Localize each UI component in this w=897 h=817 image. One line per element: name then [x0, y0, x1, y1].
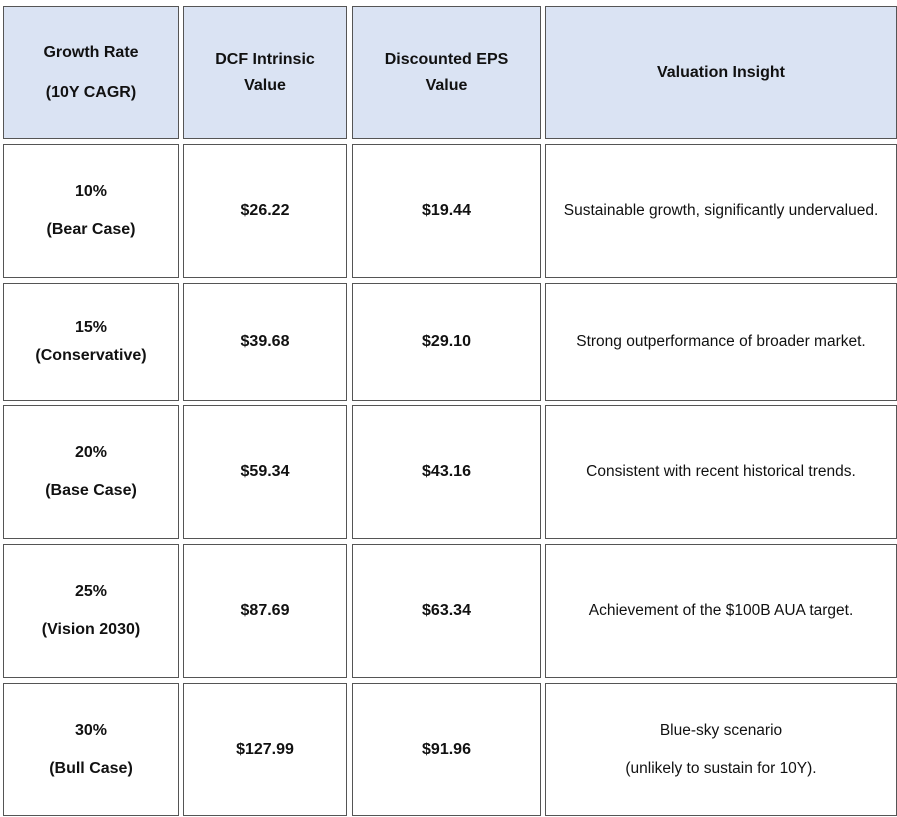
cell-text: (Base Case)	[45, 482, 137, 499]
table-cell: DCF Intrinsic Value	[183, 6, 347, 139]
table-cell: $43.16	[352, 405, 541, 539]
cell-text: $87.69	[240, 602, 290, 619]
cell-text: Discounted EPS Value	[384, 50, 509, 94]
cell-text: Consistent with recent historical trends…	[586, 463, 856, 480]
table-cell: $59.34	[183, 405, 347, 539]
cell-text: $26.22	[240, 202, 290, 219]
cell-text: (Bear Case)	[46, 221, 136, 238]
table-cell: $39.68	[183, 283, 347, 401]
cell-text: $91.96	[422, 740, 471, 758]
cell-text: 20%	[74, 444, 108, 461]
table-cell: 20% (Base Case)	[3, 405, 179, 539]
cell-text: $29.10	[422, 333, 471, 350]
cell-text: $43.16	[422, 463, 471, 480]
cell-text: Blue-sky scenario	[659, 721, 783, 739]
cell-text: (unlikely to sustain for 10Y).	[625, 759, 817, 777]
cell-text: $127.99	[236, 740, 294, 758]
table-cell: 15% (Conservative)	[3, 283, 179, 401]
table-cell: $127.99	[183, 683, 347, 816]
cell-text: Achievement of the $100B AUA target.	[588, 602, 854, 619]
cell-text: Valuation Insight	[656, 63, 785, 81]
table-cell: $87.69	[183, 544, 347, 678]
cell-text: $59.34	[240, 463, 290, 480]
table-cell: $29.10	[352, 283, 541, 401]
table-cell: Sustainable growth, significantly underv…	[545, 144, 897, 278]
cell-text: Sustainable growth, significantly underv…	[563, 202, 879, 219]
cell-text: (Vision 2030)	[41, 621, 141, 638]
table-cell: $26.22	[183, 144, 347, 278]
cell-text: Strong outperformance of broader market.	[576, 333, 866, 350]
table-cell: Consistent with recent historical trends…	[545, 405, 897, 539]
cell-text: 15%	[74, 319, 108, 336]
cell-text: (10Y CAGR)	[45, 83, 137, 101]
cell-text: 10%	[74, 183, 108, 200]
cell-text: (Bull Case)	[49, 759, 133, 777]
cell-text: (Conservative)	[35, 347, 147, 364]
cell-text: Growth Rate	[43, 43, 139, 61]
table-cell: 25% (Vision 2030)	[3, 544, 179, 678]
table-cell: $19.44	[352, 144, 541, 278]
table-cell: 10% (Bear Case)	[3, 144, 179, 278]
table-cell: Growth Rate (10Y CAGR)	[3, 6, 179, 139]
cell-text: $19.44	[422, 202, 471, 219]
cell-text: 25%	[74, 583, 108, 600]
table-cell: Valuation Insight	[545, 6, 897, 139]
cell-text: $39.68	[240, 333, 290, 350]
table-cell: 30% (Bull Case)	[3, 683, 179, 816]
table-cell: Discounted EPS Value	[352, 6, 541, 139]
cell-text: $63.34	[422, 602, 471, 619]
cell-text: 30%	[74, 721, 108, 739]
table-cell: Achievement of the $100B AUA target.	[545, 544, 897, 678]
table-cell: Blue-sky scenario (unlikely to sustain fo…	[545, 683, 897, 816]
table-cell: Strong outperformance of broader market.	[545, 283, 897, 401]
cell-text: DCF Intrinsic Value	[215, 50, 315, 94]
table-cell: $91.96	[352, 683, 541, 816]
table-cell: $63.34	[352, 544, 541, 678]
